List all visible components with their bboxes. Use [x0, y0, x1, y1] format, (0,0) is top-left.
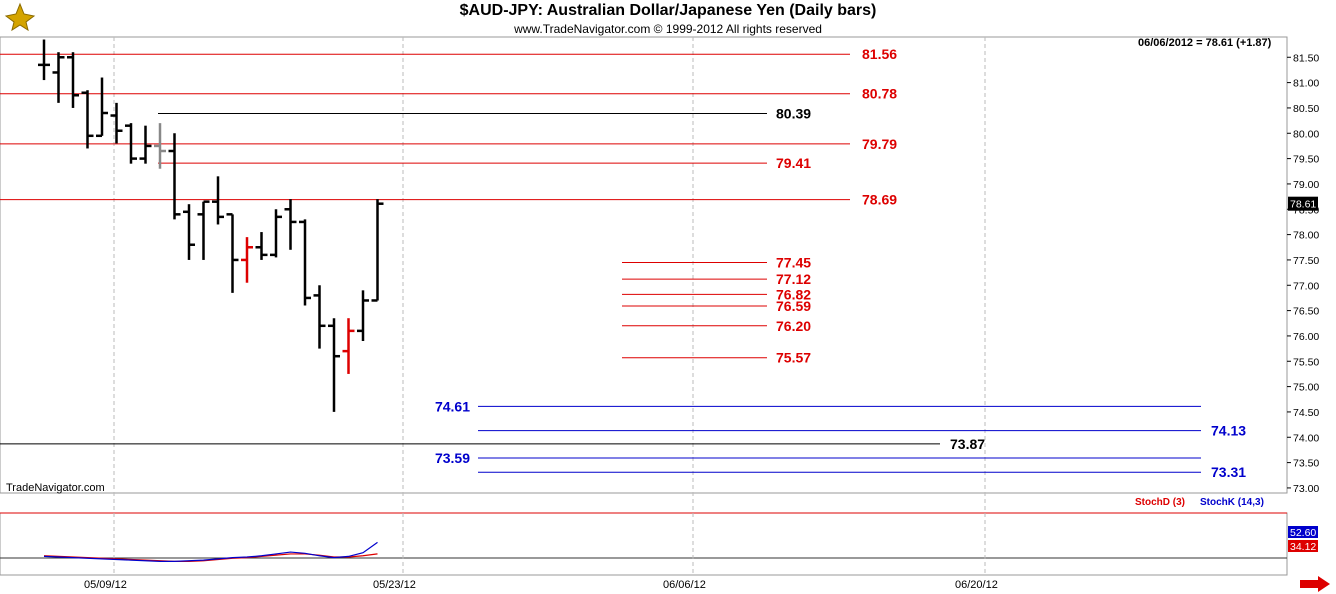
price-tick-label: 75.50 [1293, 356, 1319, 368]
price-tick-label: 73.50 [1293, 458, 1319, 470]
price-tick-label: 77.50 [1293, 255, 1319, 267]
scroll-right-arrow-icon[interactable] [1300, 576, 1330, 592]
level-label-76.59: 76.59 [776, 298, 811, 314]
price-tick-label: 74.50 [1293, 407, 1319, 419]
date-tick-label: 06/06/12 [663, 579, 706, 591]
stochk-value-tag: 52.60 [1290, 527, 1316, 539]
watermark-text: TradeNavigator.com [6, 482, 105, 494]
price-tick-label: 80.50 [1293, 103, 1319, 115]
price-panel-frame [0, 36, 1288, 494]
level-label-76.82: 76.82 [776, 286, 811, 302]
date-tick-label: 05/23/12 [373, 579, 416, 591]
level-label-81.56: 81.56 [862, 46, 897, 62]
stochd-value-tag-bg [1288, 540, 1318, 552]
level-label-80.39: 80.39 [776, 106, 811, 122]
level-label-77.12: 77.12 [776, 271, 811, 287]
level-label-73.59: 73.59 [435, 450, 470, 466]
price-tick-label: 81.00 [1293, 78, 1319, 90]
level-label-75.57: 75.57 [776, 350, 811, 366]
price-tick-label: 79.00 [1293, 179, 1319, 191]
level-label-73.31: 73.31 [1211, 464, 1246, 480]
level-label-79.79: 79.79 [862, 136, 897, 152]
price-tick-label: 79.50 [1293, 154, 1319, 166]
price-tick-label: 78.00 [1293, 230, 1319, 242]
trade-navigator-logo-icon[interactable] [4, 2, 36, 32]
chart-title: $AUD-JPY: Australian Dollar/Japanese Yen… [459, 2, 877, 19]
price-tick-label: 76.00 [1293, 331, 1319, 343]
level-label-76.20: 76.20 [776, 318, 811, 334]
price-tick-label: 73.00 [1293, 483, 1319, 495]
price-tick-label: 80.00 [1293, 128, 1319, 140]
stochk-legend: StochK (14,3) [1200, 497, 1264, 508]
level-label-80.78: 80.78 [862, 86, 897, 102]
date-tick-label: 06/20/12 [955, 579, 998, 591]
level-label-74.13: 74.13 [1211, 423, 1246, 439]
price-tick-label: 75.00 [1293, 382, 1319, 394]
last-price-tag: 78.61 [1290, 199, 1316, 211]
price-tick-label: 81.50 [1293, 52, 1319, 64]
indicator-panel-frame [0, 512, 1288, 576]
level-label-74.61: 74.61 [435, 398, 470, 414]
level-label-73.87: 73.87 [950, 436, 985, 452]
stochd-value-tag: 34.12 [1290, 541, 1316, 553]
level-label-77.45: 77.45 [776, 254, 811, 270]
stochd-legend: StochD (3) [1135, 497, 1185, 508]
level-label-78.69: 78.69 [862, 192, 897, 208]
stochd-line [43, 553, 378, 562]
price-tick-label: 77.00 [1293, 280, 1319, 292]
price-tick-label: 76.50 [1293, 306, 1319, 318]
stochk-value-tag-bg [1288, 526, 1318, 538]
copyright-text: www.TradeNavigator.com © 1999-2012 All r… [514, 22, 822, 36]
date-tick-label: 05/09/12 [84, 579, 127, 591]
stochk-line [43, 541, 378, 562]
last-value-label: 06/06/2012 = 78.61 (+1.87) [1138, 37, 1272, 49]
level-label-79.41: 79.41 [776, 155, 811, 171]
last-price-tag-bg [1288, 196, 1318, 211]
price-tick-label: 74.00 [1293, 432, 1319, 444]
